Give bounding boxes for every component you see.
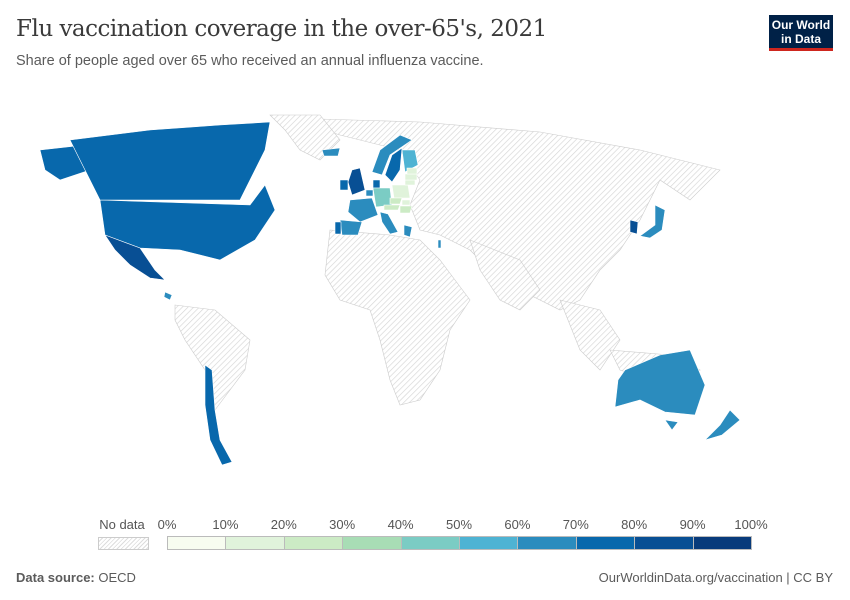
page-subtitle: Share of people aged over 65 who receive… xyxy=(16,53,484,69)
country-austria[interactable] xyxy=(383,204,401,211)
page-title: Flu vaccination coverage in the over-65'… xyxy=(16,16,547,42)
legend-no-data-label: No data xyxy=(99,517,145,532)
country-estonia[interactable] xyxy=(406,167,418,175)
country-japan[interactable] xyxy=(639,204,666,239)
legend-tick: 50% xyxy=(445,517,473,532)
legend-bin[interactable] xyxy=(575,536,636,550)
legend-tick: 40% xyxy=(387,517,414,532)
legend-tick: 20% xyxy=(270,517,297,532)
data-source: Data source: OECD xyxy=(16,570,136,585)
source-label: Data source: xyxy=(16,570,95,585)
legend-bin[interactable] xyxy=(517,536,577,550)
country-no-data[interactable] xyxy=(269,114,341,161)
country-south-korea[interactable] xyxy=(629,219,639,235)
country-iceland[interactable] xyxy=(321,147,341,157)
country-canada[interactable] xyxy=(69,121,271,201)
country-ireland[interactable] xyxy=(339,179,349,191)
legend-tick: 100% xyxy=(734,517,768,532)
country-finland[interactable] xyxy=(401,149,419,173)
legend-tick: 90% xyxy=(679,517,706,532)
country-latvia[interactable] xyxy=(404,173,418,181)
country-denmark[interactable] xyxy=(372,179,381,189)
country-sweden[interactable] xyxy=(384,147,403,183)
legend-tick: 30% xyxy=(329,517,356,532)
country-poland[interactable] xyxy=(391,184,411,199)
legend-bin[interactable] xyxy=(692,536,752,550)
legend-bin[interactable] xyxy=(225,536,285,550)
country-netherlands[interactable] xyxy=(365,189,374,197)
country-portugal[interactable] xyxy=(334,221,342,235)
legend-no-data-swatch xyxy=(98,537,149,550)
country-slovakia[interactable] xyxy=(401,199,411,206)
country-france[interactable] xyxy=(347,197,379,223)
legend-tick: 80% xyxy=(621,517,648,532)
legend-bin[interactable] xyxy=(634,536,694,550)
country-no-data[interactable] xyxy=(559,299,621,371)
country-germany[interactable] xyxy=(372,187,393,208)
country-united-kingdom[interactable] xyxy=(347,167,366,196)
country-italy[interactable] xyxy=(379,211,399,235)
country-costa-rica[interactable] xyxy=(163,291,173,301)
legend-bin[interactable] xyxy=(342,536,402,550)
legend-bin[interactable] xyxy=(283,536,344,550)
legend-bin[interactable] xyxy=(167,536,227,550)
country-new-zealand[interactable] xyxy=(704,409,741,441)
country-no-data[interactable] xyxy=(324,229,471,406)
owid-logo[interactable]: Our World in Data xyxy=(769,15,833,51)
legend-bin[interactable] xyxy=(400,536,460,550)
world-map[interactable] xyxy=(0,110,850,510)
country-chile[interactable] xyxy=(204,364,233,466)
legend-bin[interactable] xyxy=(459,536,519,550)
country-czechia[interactable] xyxy=(389,197,403,205)
country-no-data[interactable] xyxy=(174,304,251,411)
country-spain[interactable] xyxy=(339,219,363,236)
country-australia[interactable] xyxy=(614,349,706,416)
country-israel[interactable] xyxy=(437,239,442,249)
country-australia[interactable] xyxy=(664,419,679,431)
country-hungary[interactable] xyxy=(399,205,413,214)
logo-text: Our World in Data xyxy=(771,18,831,46)
country-lithuania[interactable] xyxy=(404,179,416,186)
legend-tick: 60% xyxy=(504,517,531,532)
country-greece[interactable] xyxy=(403,224,413,238)
color-legend: No data 0% 10% 20% 30% 40% 50% 60% 70% 80% 90% 100… xyxy=(0,515,850,555)
legend-tick: 0% xyxy=(157,517,177,532)
legend-tick: 10% xyxy=(212,517,239,532)
country-no-data[interactable] xyxy=(469,239,541,311)
footer-link[interactable]: OurWorldinData.org/vaccination | CC BY xyxy=(598,570,833,585)
country-mexico[interactable] xyxy=(104,234,166,281)
country-norway[interactable] xyxy=(371,134,413,176)
legend-tick: 70% xyxy=(562,517,589,532)
source-value: OECD xyxy=(98,570,136,585)
